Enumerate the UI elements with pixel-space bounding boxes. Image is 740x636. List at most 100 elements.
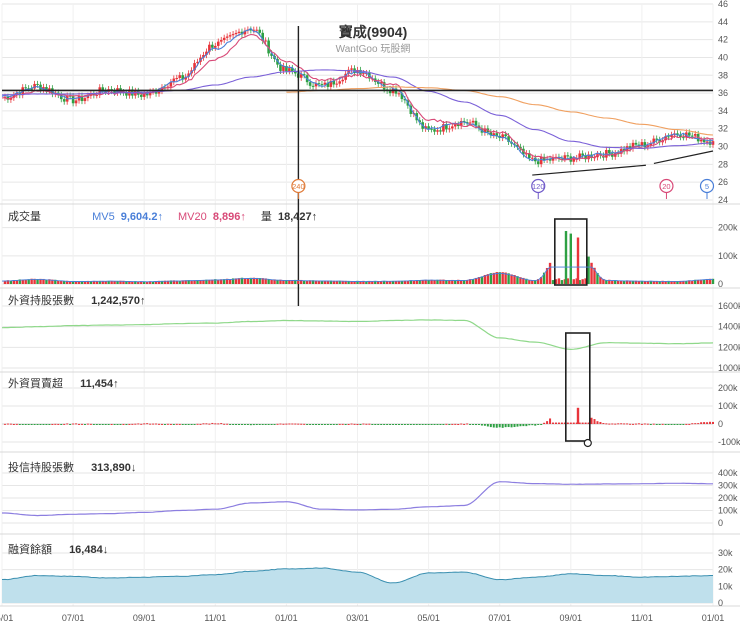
volume-bar: [584, 278, 587, 284]
y-tick-label: 1000k: [718, 363, 740, 373]
y-tick-label: 300k: [718, 481, 738, 491]
volume-bar: [548, 262, 552, 284]
y-tick-label: 40: [718, 52, 728, 62]
volume-bar: [217, 279, 220, 284]
foreign-net-bar: [528, 424, 531, 426]
volume-bar: [365, 281, 368, 284]
foreign-hold-title: 外資持股張數: [8, 295, 74, 307]
foreign-net-bar: [516, 424, 519, 427]
candle-body: [113, 90, 116, 93]
candle-body: [530, 157, 534, 159]
foreign-net-bar: [235, 424, 238, 425]
support-line: [532, 164, 646, 176]
foreign-net-bar: [546, 421, 549, 424]
volume-bar: [110, 281, 113, 284]
volume-bar: [48, 279, 51, 284]
foreign-net-bar: [9, 423, 12, 425]
candle-body: [71, 96, 75, 104]
foreign-net-bar: [620, 423, 623, 425]
volume-bar: [184, 280, 187, 284]
volume-bar: [151, 281, 155, 284]
foreign-net-bar: [152, 423, 155, 425]
volume-bar: [258, 278, 261, 284]
candle-body: [492, 133, 496, 136]
foreign-net-bar: [415, 424, 418, 425]
y-tick-label: 28: [718, 159, 728, 169]
foreign-net-bar: [386, 424, 389, 425]
volume-bar: [220, 279, 223, 284]
volume-bar: [676, 281, 679, 284]
foreign-net-bar: [454, 423, 457, 425]
volume-bar: [196, 280, 199, 284]
volume-bar: [468, 279, 472, 284]
foreign-net-bar: [344, 424, 347, 425]
candle-body: [231, 34, 235, 36]
trust-hold-header: 投信持股張數 313,890↓: [8, 459, 136, 475]
volume-bar: [305, 280, 309, 284]
volume-bar: [148, 281, 152, 284]
foreign-net-bar: [611, 423, 614, 425]
foreign-net-bar: [309, 424, 312, 425]
volume-bar: [705, 278, 709, 284]
y-tick-label: 30: [718, 142, 728, 152]
candle-body: [335, 83, 339, 85]
volume-bar: [95, 281, 98, 284]
foreign-net-bar: [412, 424, 415, 425]
candle-body: [92, 93, 96, 96]
foreign-net-bar: [652, 423, 655, 425]
volume-bar: [646, 281, 650, 284]
candle-body: [308, 82, 312, 86]
foreign-net-bar: [72, 423, 75, 425]
volume-bar: [294, 279, 297, 284]
foreign-net-bar: [80, 423, 83, 425]
foreign-net-bar: [329, 424, 332, 425]
foreign-net-bar: [211, 422, 214, 424]
candle-body: [104, 90, 107, 92]
foreign-net-bar: [214, 423, 217, 425]
foreign-net-bar: [634, 423, 637, 425]
volume-bar: [415, 280, 418, 284]
candle-body: [356, 69, 359, 74]
vol-value: 18,427↑: [277, 211, 318, 223]
volume-bar: [74, 281, 78, 284]
foreign-net-bar: [220, 423, 223, 425]
volume-bar: [12, 280, 16, 284]
volume-bar: [300, 279, 303, 284]
foreign-hold-header: 外資持股張數 1,242,570↑: [8, 292, 146, 308]
volume-bar: [211, 279, 214, 284]
volume-bar: [368, 281, 371, 284]
volume-bar: [652, 281, 655, 284]
volume-bar: [347, 280, 350, 284]
candle-body: [80, 95, 84, 102]
volume-bar: [531, 280, 534, 284]
foreign-net-bar: [42, 424, 45, 425]
chart-title: 寶成(9904): [338, 24, 408, 40]
foreign-net-bar: [534, 424, 537, 426]
candle-body: [693, 133, 697, 136]
foreign-net-bar: [243, 424, 246, 425]
volume-bar: [519, 277, 522, 284]
volume-bar: [175, 280, 178, 284]
volume-bar: [291, 280, 294, 284]
foreign-net-bar: [549, 418, 552, 424]
volume-bar: [131, 281, 134, 284]
candle-body: [397, 93, 401, 95]
volume-bar: [9, 280, 13, 284]
foreign-net-bar: [288, 423, 291, 425]
candle-body: [314, 83, 318, 87]
foreign-net-bar: [338, 423, 341, 425]
candle-body: [548, 158, 552, 161]
foreign-net-bar: [676, 424, 679, 425]
foreign-net-bar: [457, 423, 460, 425]
foreign-net-bar: [483, 424, 486, 426]
volume-bar: [377, 281, 380, 284]
candle-body: [655, 138, 659, 140]
x-tick-label: 09/01: [133, 613, 156, 623]
volume-bar: [691, 280, 694, 284]
foreign-net-bar: [255, 424, 258, 425]
volume-bar: [240, 277, 244, 284]
ma-line-sma240: [286, 86, 714, 136]
volume-bar: [86, 280, 90, 284]
volume-bar: [119, 280, 122, 284]
candle-body: [338, 81, 342, 84]
